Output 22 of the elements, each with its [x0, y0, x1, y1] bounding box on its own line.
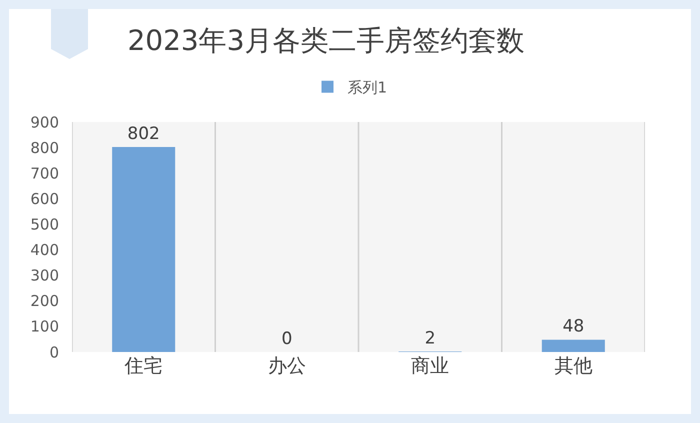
y-tick-label: 300 [30, 266, 59, 285]
chart-title: 2023年3月各类二手房签约套数 [127, 24, 525, 57]
y-tick-label: 200 [30, 292, 59, 310]
x-tick-label: 商业 [411, 355, 450, 377]
y-tick-label: 600 [30, 190, 59, 208]
y-tick-label: 800 [30, 138, 59, 157]
data-label: 0 [281, 329, 292, 349]
y-tick-label: 100 [30, 318, 59, 336]
bar [542, 340, 605, 352]
data-label: 2 [424, 328, 436, 348]
x-tick-label: 办公 [268, 355, 306, 377]
y-tick-label: 700 [30, 164, 59, 182]
legend-label: 系列1 [348, 78, 388, 97]
y-tick-label: 0 [49, 343, 59, 362]
x-tick-label: 住宅 [124, 355, 163, 377]
y-tick-label: 900 [30, 113, 59, 132]
data-label: 802 [127, 124, 160, 144]
y-tick-label: 500 [30, 215, 59, 234]
x-tick-label: 其他 [554, 355, 592, 377]
y-tick-label: 400 [30, 241, 59, 260]
bar [112, 147, 176, 352]
data-label: 48 [562, 316, 584, 337]
